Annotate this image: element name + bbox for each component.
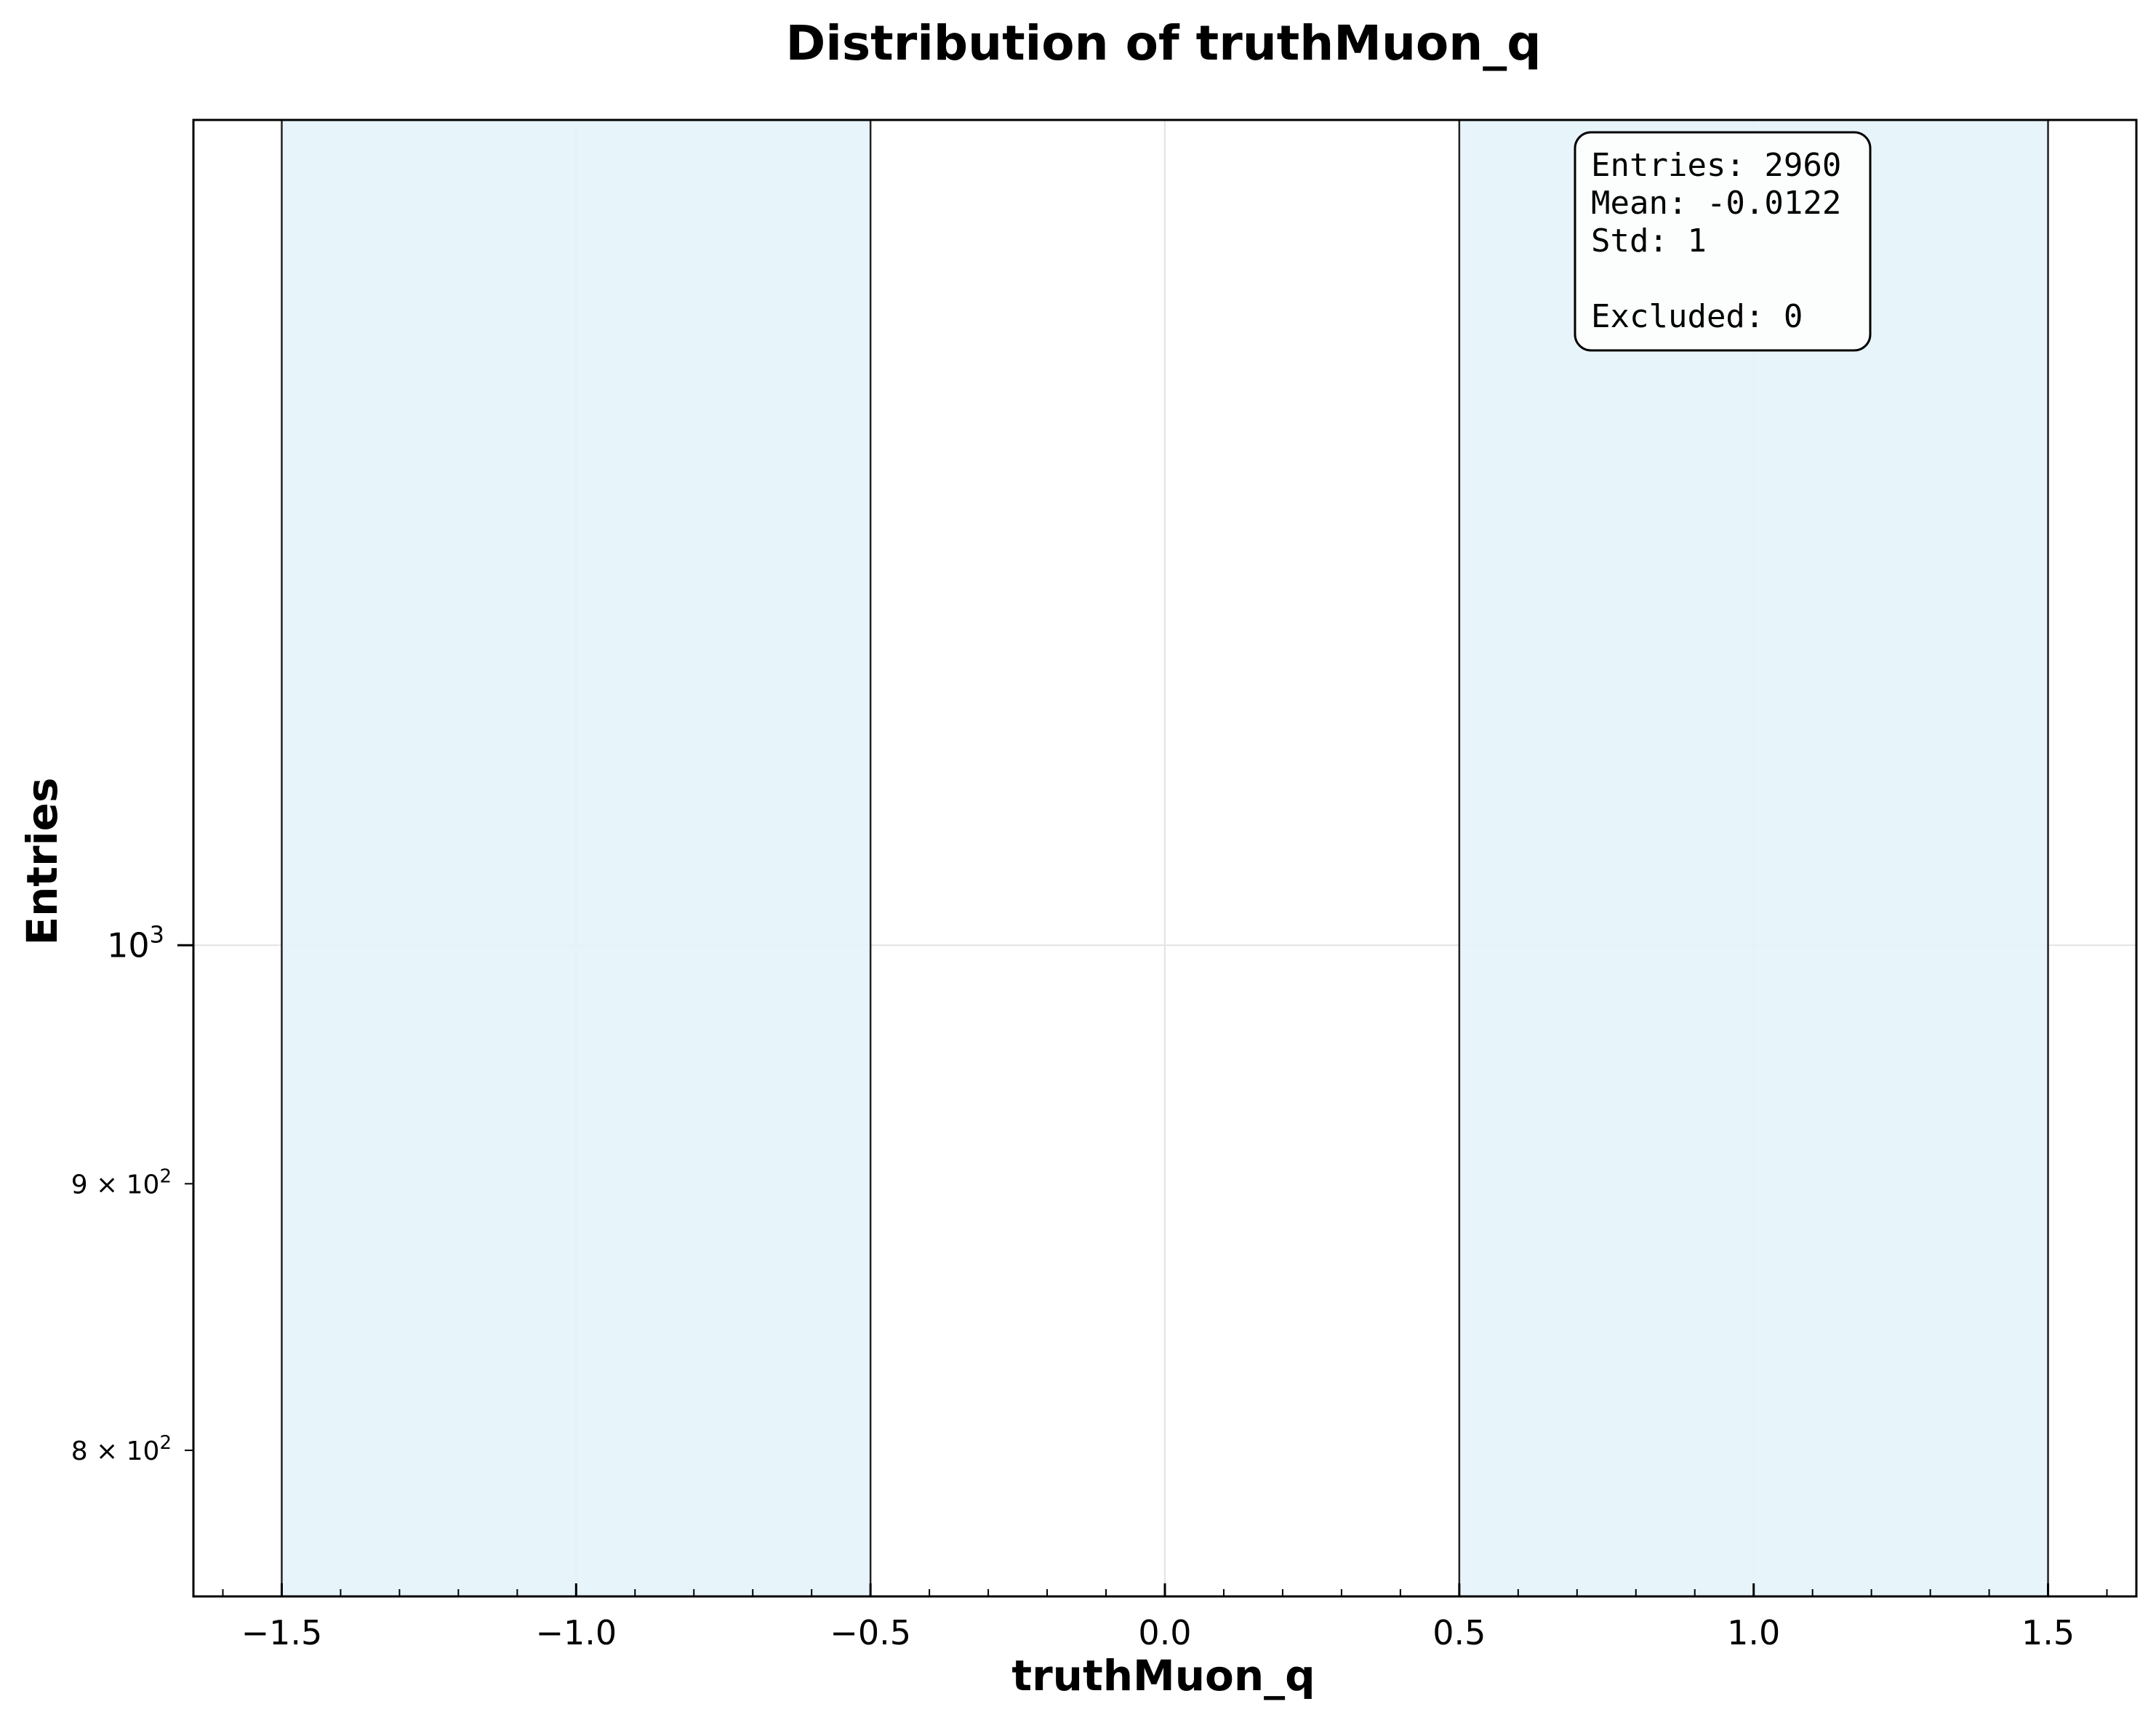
x-tick-label-1: −1.0 <box>535 1613 617 1652</box>
x-tick-label-4: 0.5 <box>1432 1613 1486 1652</box>
x-tick-label-6: 1.5 <box>2021 1613 2075 1652</box>
x-tick-label-3: 0.0 <box>1138 1613 1191 1652</box>
histogram-bars <box>281 118 2049 1598</box>
stats-line-4: Excluded: 0 <box>1591 298 1803 335</box>
stats-line-2: Std: 1 <box>1591 222 1707 260</box>
y-tick-label-2: 8 × 102 <box>71 1432 172 1466</box>
x-axis-label: truthMuon_q <box>1011 1651 1315 1700</box>
stats-line-0: Entries: 2960 <box>1591 147 1841 184</box>
histogram-bar-2 <box>1458 118 2049 1598</box>
x-tick-label-2: −0.5 <box>830 1613 911 1652</box>
x-axis-ticks: −1.5 −1.0 −0.5 0.0 0.5 1.0 1.5 <box>222 1583 2108 1652</box>
x-tick-label-0: −1.5 <box>241 1613 323 1652</box>
histogram-bar-0 <box>281 118 872 1598</box>
y-axis-label: Entries <box>17 778 67 946</box>
chart-title: Distribution of truthMuon_q <box>785 15 1541 71</box>
stats-box-frame <box>1574 131 1872 352</box>
x-tick-label-5: 1.0 <box>1727 1613 1780 1652</box>
y-tick-label-0: 103 <box>107 920 164 965</box>
stats-line-1: Mean: -0.0122 <box>1591 185 1841 222</box>
y-tick-label-1: 9 × 102 <box>71 1165 172 1199</box>
y-axis-ticks: 103 9 × 102 8 × 102 <box>71 920 193 1466</box>
